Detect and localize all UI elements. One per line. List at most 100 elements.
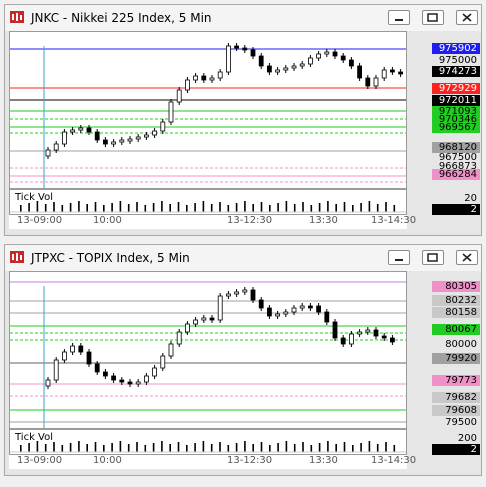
candle-body	[266, 307, 272, 317]
time-label: 13-09:00	[17, 455, 63, 466]
candle-body	[275, 313, 281, 317]
volume-bar	[318, 203, 321, 212]
volume-bar	[202, 441, 205, 452]
volume-bar	[78, 201, 80, 212]
volume-bar	[53, 202, 55, 212]
volume-bar	[69, 443, 72, 452]
candle-body	[78, 345, 84, 353]
volume-bar	[119, 201, 122, 212]
volume-bar	[219, 442, 221, 452]
restore-icon	[427, 13, 438, 22]
volume-bar	[210, 204, 213, 212]
candle-body	[135, 136, 141, 140]
volume-bar	[393, 445, 396, 452]
candle-body	[307, 57, 313, 65]
window-title: JTPXC - TOPIX Index, 5 Min	[31, 251, 190, 265]
candle-body	[111, 141, 116, 145]
minimize-icon	[395, 19, 403, 21]
time-label: 13-14:30	[371, 455, 417, 466]
volume-bar	[302, 442, 304, 452]
candle-body	[275, 69, 281, 73]
tick-volume-bars	[10, 201, 406, 213]
volume-bar	[385, 442, 387, 452]
volume-bar	[20, 205, 22, 212]
volume-bar	[210, 444, 213, 452]
candle-body	[94, 363, 100, 373]
window-title: JNKC - Nikkei 225 Index, 5 Min	[31, 11, 212, 25]
candle-body	[242, 47, 248, 51]
candle-body	[135, 381, 141, 385]
volume-scale-label: 2	[432, 444, 480, 455]
tick-volume-label: Tick Vol	[15, 192, 54, 203]
volume-bar	[244, 441, 246, 452]
candle-body	[389, 69, 395, 73]
volume-bar	[44, 204, 47, 212]
volume-bar	[269, 205, 271, 212]
volume-bar	[285, 441, 288, 452]
price-label: 966284	[432, 169, 480, 180]
volume-bar	[186, 445, 188, 452]
candle-body	[299, 305, 305, 309]
chart-app-icon	[10, 251, 24, 263]
volume-bar	[368, 201, 371, 212]
candle-body	[193, 75, 199, 81]
candle-body	[348, 59, 354, 67]
volume-bar	[360, 203, 362, 212]
volume-bar	[393, 205, 396, 212]
candle-body	[242, 289, 248, 293]
time-label: 13-14:30	[371, 215, 417, 226]
candle-body	[209, 77, 215, 81]
candle-body	[86, 351, 92, 365]
volume-bar	[127, 204, 130, 212]
candle-body	[291, 307, 297, 313]
tick-volume-panel[interactable]: Tick Vol	[9, 429, 407, 455]
volume-bar	[269, 445, 271, 452]
minimize-button[interactable]	[388, 10, 410, 25]
volume-bar	[169, 204, 171, 212]
volume-bar	[327, 201, 329, 212]
candle-body	[127, 381, 133, 385]
candle-body	[45, 149, 51, 157]
volume-bar	[335, 204, 337, 212]
volume-bar	[310, 445, 313, 452]
candle-body	[119, 379, 125, 383]
price-chart-area[interactable]	[9, 271, 407, 429]
volume-bar	[78, 441, 80, 452]
price-chart-area[interactable]	[9, 31, 407, 189]
volume-bar	[111, 443, 113, 452]
price-label: 967500	[438, 152, 477, 163]
candle-body	[45, 379, 51, 387]
candle-body	[70, 345, 75, 353]
price-label: 966873	[438, 161, 477, 172]
candle-body	[184, 323, 190, 333]
title-bar[interactable]: JTPXC - TOPIX Index, 5 Min	[5, 245, 481, 271]
candle-body	[316, 53, 322, 59]
volume-bar	[343, 442, 346, 452]
tick-volume-panel[interactable]: Tick Vol	[9, 189, 407, 215]
restore-icon	[427, 253, 438, 262]
restore-button[interactable]	[422, 250, 444, 265]
candle-body	[340, 337, 346, 345]
time-label: 13:30	[309, 215, 338, 226]
volume-bar	[252, 444, 254, 452]
candle-body	[225, 293, 231, 297]
volume-bar	[260, 202, 263, 212]
candle-body	[299, 63, 305, 67]
title-bar[interactable]: JNKC - Nikkei 225 Index, 5 Min	[5, 5, 481, 31]
candle-body	[225, 45, 231, 73]
minimize-button[interactable]	[388, 250, 410, 265]
volume-bar	[136, 202, 138, 212]
restore-button[interactable]	[422, 10, 444, 25]
candle-body	[168, 101, 174, 123]
time-label: 13-09:00	[17, 215, 63, 226]
close-button[interactable]	[456, 250, 478, 265]
volume-bar	[252, 204, 254, 212]
close-button[interactable]	[456, 10, 478, 25]
candle-body	[258, 55, 264, 67]
candle-body	[160, 355, 166, 369]
candle-body	[250, 289, 256, 301]
candle-body	[103, 371, 108, 377]
volume-bar	[144, 445, 147, 452]
candle-body	[357, 65, 363, 79]
candle-body	[373, 77, 379, 87]
